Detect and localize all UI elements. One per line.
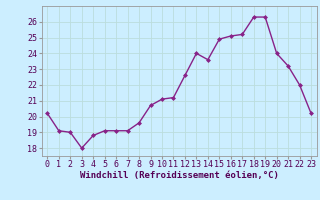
X-axis label: Windchill (Refroidissement éolien,°C): Windchill (Refroidissement éolien,°C) — [80, 171, 279, 180]
